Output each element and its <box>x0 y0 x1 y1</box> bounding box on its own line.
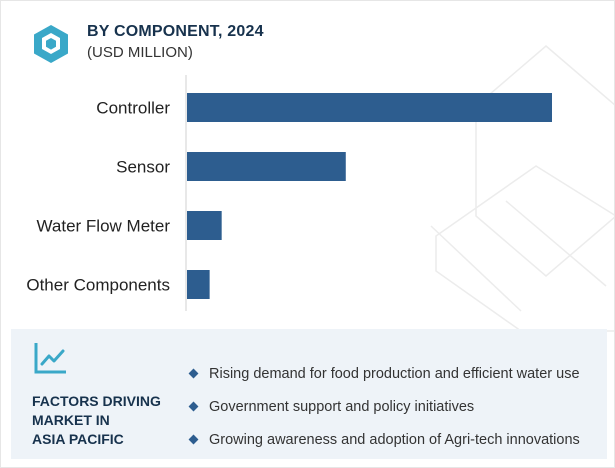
factor-item: Government support and policy initiative… <box>187 390 580 423</box>
factors-title-line: FACTORS DRIVING <box>32 393 161 409</box>
factors-panel: FACTORS DRIVING MARKET IN ASIA PACIFIC R… <box>11 329 607 459</box>
category-label: Controller <box>96 99 170 118</box>
bar <box>187 152 346 181</box>
bar <box>187 211 222 240</box>
diamond-bullet-icon <box>188 401 199 412</box>
factor-text: Rising demand for food production and ef… <box>209 365 580 382</box>
trend-chart-icon <box>34 343 66 374</box>
diamond-bullet-icon <box>188 368 199 379</box>
chart-subtitle: (USD MILLION) <box>87 44 193 61</box>
bar-chart: Controller Sensor Water Flow Meter Other Co… <box>26 75 552 311</box>
factors-list: Rising demand for food production and ef… <box>187 357 580 456</box>
bar <box>187 270 210 299</box>
factors-title-line: MARKET IN <box>32 412 110 428</box>
factors-title: FACTORS DRIVING MARKET IN ASIA PACIFIC <box>32 392 182 449</box>
factor-item: Growing awareness and adoption of Agri-t… <box>187 423 580 456</box>
factors-title-line: ASIA PACIFIC <box>32 431 124 447</box>
factor-text: Growing awareness and adoption of Agri-t… <box>209 431 580 448</box>
factor-text: Government support and policy initiative… <box>209 398 475 415</box>
category-label: Other Components <box>26 276 170 295</box>
diamond-bullet-icon <box>188 434 199 445</box>
category-label: Water Flow Meter <box>36 217 170 236</box>
cube-icon <box>34 25 68 63</box>
bar <box>187 93 552 122</box>
category-label: Sensor <box>116 158 170 177</box>
factor-item: Rising demand for food production and ef… <box>187 357 580 390</box>
chart-title: BY COMPONENT, 2024 <box>87 23 264 40</box>
